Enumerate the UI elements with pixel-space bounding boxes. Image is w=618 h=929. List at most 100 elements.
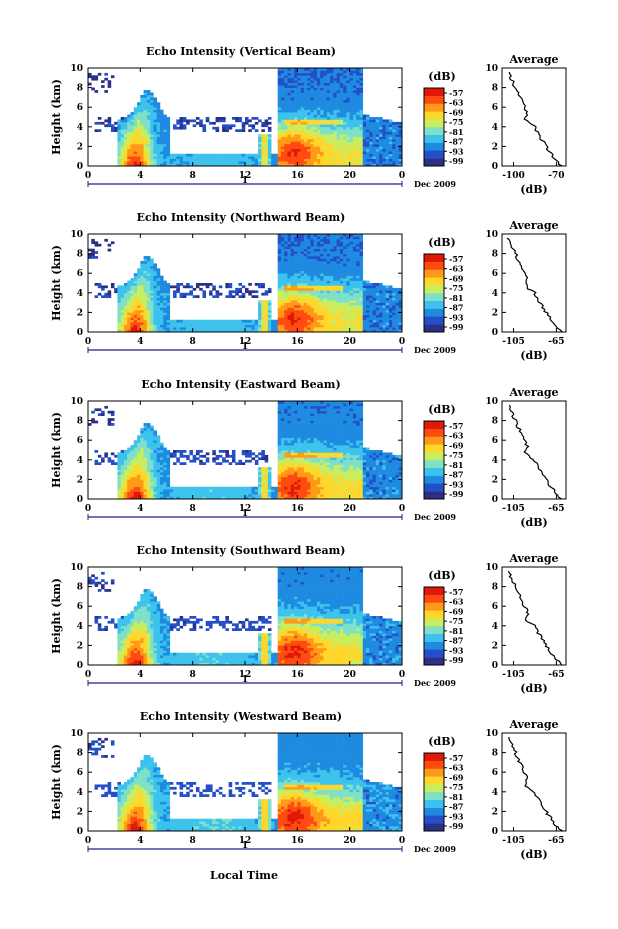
heatmap-cell xyxy=(330,273,334,276)
heatmap-cell xyxy=(146,319,151,323)
heatmap-cell xyxy=(130,489,135,492)
heatmap-cell xyxy=(280,121,285,125)
heatmap-cell xyxy=(127,283,131,286)
heatmap-cell xyxy=(107,82,112,86)
heatmap-cell xyxy=(159,295,164,298)
heatmap-cell xyxy=(300,124,305,128)
heatmap-cell xyxy=(313,87,318,91)
heatmap-cell xyxy=(159,146,164,150)
heatmap-cell xyxy=(251,486,256,490)
heatmap-cell xyxy=(133,447,138,451)
heatmap-cell xyxy=(101,459,105,463)
heatmap-cell xyxy=(267,305,272,308)
heatmap-cell xyxy=(359,324,364,328)
heatmap-cell xyxy=(264,312,269,316)
heatmap-cell xyxy=(323,287,328,291)
heatmap-cell xyxy=(356,307,360,311)
heatmap-cell xyxy=(261,134,265,137)
heatmap-cell xyxy=(264,139,269,142)
heatmap-cell xyxy=(359,287,364,291)
heatmap-cell xyxy=(388,285,393,289)
heatmap-cell xyxy=(120,467,125,470)
heatmap-cell xyxy=(346,107,350,110)
heatmap-cell xyxy=(156,273,161,276)
heatmap-cell xyxy=(343,260,347,264)
heatmap-cell xyxy=(320,263,324,267)
heatmap-cell xyxy=(277,464,282,468)
heatmap-cell xyxy=(127,481,131,485)
heatmap-cell xyxy=(343,90,347,93)
heatmap-cell xyxy=(379,305,383,308)
heatmap-cell xyxy=(231,295,236,298)
heatmap-cell xyxy=(150,317,154,321)
heatmap-cell xyxy=(146,131,151,135)
heatmap-cell xyxy=(300,314,305,318)
heatmap-cell xyxy=(333,297,337,301)
heatmap-cell xyxy=(156,124,161,128)
heatmap-cell xyxy=(133,275,138,279)
heatmap-cell xyxy=(339,234,344,237)
heatmap-cell xyxy=(310,324,314,328)
heatmap-cell xyxy=(133,146,138,150)
heatmap-cell xyxy=(150,454,154,458)
heatmap-cell xyxy=(127,494,131,497)
heatmap-cell xyxy=(300,312,305,316)
heatmap-cell xyxy=(310,134,314,137)
heatmap-cell xyxy=(261,486,265,490)
heatmap-cell xyxy=(277,234,282,237)
heatmap-cell xyxy=(303,134,308,137)
heatmap-cell xyxy=(343,258,347,262)
colorbar-segment xyxy=(424,277,444,286)
heatmap-cell xyxy=(326,72,331,76)
heatmap-cell xyxy=(375,153,380,157)
heatmap-cell xyxy=(297,327,301,330)
heatmap-cell xyxy=(294,253,298,257)
heatmap-cell xyxy=(330,265,334,269)
heatmap-cell xyxy=(339,112,344,115)
heatmap-cell xyxy=(294,92,298,96)
heatmap-cell xyxy=(320,297,324,301)
heatmap-cell xyxy=(120,163,125,167)
heatmap-cell xyxy=(254,486,259,490)
heatmap-cell xyxy=(133,134,138,137)
heatmap-cell xyxy=(120,287,125,291)
heatmap-cell xyxy=(133,491,138,495)
heatmap-cell xyxy=(228,496,233,500)
heatmap-cell xyxy=(143,494,148,497)
heatmap-cell xyxy=(366,148,370,152)
heatmap-cell xyxy=(153,442,157,446)
heatmap-cell xyxy=(130,450,135,453)
heatmap-cell xyxy=(143,139,148,142)
heatmap-cell xyxy=(277,314,282,318)
heatmap-cell xyxy=(336,75,341,79)
heatmap-cell xyxy=(284,102,288,106)
heatmap-cell xyxy=(326,90,331,93)
heatmap-cell xyxy=(330,109,334,113)
heatmap-cell xyxy=(277,452,282,456)
heatmap-cell xyxy=(130,307,135,311)
heatmap-cell xyxy=(195,156,200,159)
heatmap-cell xyxy=(156,268,161,272)
heatmap-cell xyxy=(382,158,386,162)
heatmap-cell xyxy=(362,158,367,162)
heatmap-cell xyxy=(333,136,337,140)
heatmap-cell xyxy=(362,287,367,291)
heatmap-cell xyxy=(316,307,321,311)
heatmap-cell xyxy=(107,117,112,120)
heatmap-cell xyxy=(300,158,305,162)
heatmap-cell xyxy=(333,134,337,137)
heatmap-cell xyxy=(307,153,311,157)
heatmap-cell xyxy=(349,236,354,240)
heatmap-cell xyxy=(287,104,292,108)
heatmap-cell xyxy=(274,158,279,162)
heatmap-cell xyxy=(395,287,400,291)
heatmap-cell xyxy=(300,260,305,264)
heatmap-cell xyxy=(156,476,161,480)
heatmap-cell xyxy=(156,151,161,155)
heatmap-cell xyxy=(336,268,341,272)
heatmap-cell xyxy=(277,447,282,451)
heatmap-cell xyxy=(280,309,285,313)
heatmap-cell xyxy=(359,253,364,257)
heatmap-cell xyxy=(163,496,167,500)
heatmap-cell xyxy=(150,462,154,465)
